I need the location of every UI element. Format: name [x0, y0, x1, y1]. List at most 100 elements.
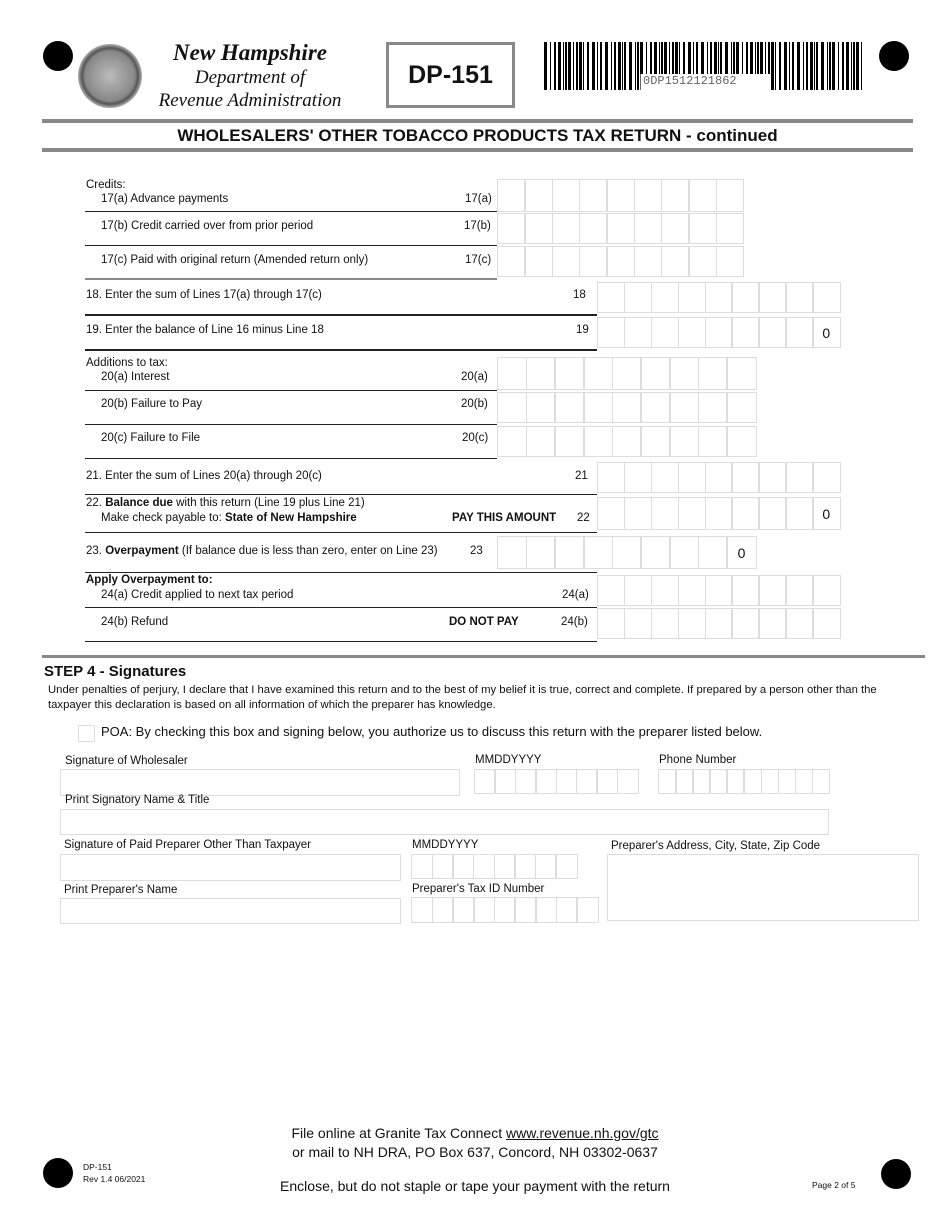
digit-cell[interactable]: [669, 357, 700, 390]
digit-cell[interactable]: [551, 179, 581, 212]
digit-cell[interactable]: [497, 357, 528, 390]
digit-cell[interactable]: [535, 769, 557, 794]
digit-cell[interactable]: [697, 536, 728, 569]
digit-cell[interactable]: [575, 769, 598, 794]
digit-cell[interactable]: 0: [812, 317, 841, 348]
digit-cell[interactable]: [812, 575, 841, 606]
digit-cell[interactable]: [525, 357, 556, 390]
digit-cell[interactable]: [650, 462, 680, 493]
digit-cell[interactable]: [758, 575, 787, 606]
digit-cell[interactable]: [669, 536, 700, 569]
digit-cell[interactable]: [623, 608, 653, 639]
digit-cell[interactable]: [493, 897, 516, 923]
digit-cell[interactable]: [726, 357, 757, 390]
digit-cell[interactable]: [726, 426, 757, 457]
digit-cell[interactable]: [726, 769, 745, 794]
digit-cell[interactable]: [715, 179, 745, 212]
digit-cell[interactable]: [524, 246, 554, 277]
digit-cell[interactable]: [623, 282, 653, 313]
digit-cell[interactable]: [551, 213, 581, 244]
digit-cell[interactable]: [525, 426, 556, 457]
digit-cell[interactable]: [431, 897, 454, 923]
digit-cell[interactable]: [472, 854, 495, 879]
digit-cell[interactable]: [777, 769, 797, 794]
digit-cell[interactable]: [697, 357, 728, 390]
digit-cell[interactable]: [554, 426, 585, 457]
digit-cell[interactable]: [493, 854, 516, 879]
digit-cell[interactable]: [785, 497, 814, 530]
digit-cell[interactable]: [731, 317, 760, 348]
digit-cell[interactable]: [812, 282, 841, 313]
digit-cell[interactable]: [785, 608, 814, 639]
digit-cell[interactable]: [704, 575, 733, 606]
digit-cell[interactable]: [606, 213, 636, 244]
digit-cell[interactable]: [688, 179, 718, 212]
digit-cell[interactable]: [677, 575, 707, 606]
digit-cell[interactable]: [611, 357, 642, 390]
digit-cell[interactable]: [677, 282, 707, 313]
digit-cell[interactable]: [497, 392, 528, 423]
digit-cell[interactable]: [497, 179, 526, 212]
digit-cell[interactable]: [640, 357, 671, 390]
digit-cell[interactable]: [452, 854, 475, 879]
digit-cell[interactable]: [633, 213, 663, 244]
digit-cell[interactable]: [623, 462, 653, 493]
digit-cell[interactable]: [704, 317, 733, 348]
digit-cell[interactable]: [715, 213, 745, 244]
print-preparer-field[interactable]: [60, 898, 401, 924]
digit-cell[interactable]: [524, 213, 554, 244]
digit-cell[interactable]: [411, 854, 434, 879]
digit-cell[interactable]: [583, 357, 614, 390]
digit-cell[interactable]: [715, 246, 745, 277]
digit-cell[interactable]: [760, 769, 780, 794]
tax-id-field[interactable]: [411, 897, 599, 923]
line-18-input[interactable]: [597, 282, 841, 313]
digit-cell[interactable]: [514, 769, 537, 794]
line-20a-input[interactable]: [497, 357, 757, 390]
digit-cell[interactable]: [583, 426, 614, 457]
digit-cell[interactable]: [623, 497, 653, 530]
digit-cell[interactable]: [650, 317, 680, 348]
print-signatory-field[interactable]: [60, 809, 829, 835]
date2-field[interactable]: [411, 854, 578, 879]
line-24a-input[interactable]: [597, 575, 841, 606]
digit-cell[interactable]: [731, 282, 760, 313]
digit-cell[interactable]: [514, 897, 537, 923]
digit-cell[interactable]: [534, 854, 557, 879]
digit-cell[interactable]: [411, 897, 434, 923]
digit-cell[interactable]: [606, 179, 636, 212]
digit-cell[interactable]: [758, 282, 787, 313]
digit-cell[interactable]: [785, 317, 814, 348]
digit-cell[interactable]: [583, 536, 614, 569]
digit-cell[interactable]: [758, 497, 787, 530]
digit-cell[interactable]: [640, 536, 671, 569]
sig-wholesaler-field[interactable]: [60, 769, 460, 796]
digit-cell[interactable]: [555, 897, 578, 923]
digit-cell[interactable]: [551, 246, 581, 277]
digit-cell[interactable]: [812, 462, 841, 493]
digit-cell[interactable]: [473, 897, 496, 923]
digit-cell[interactable]: [731, 575, 760, 606]
digit-cell[interactable]: [497, 213, 526, 244]
digit-cell[interactable]: [660, 213, 690, 244]
digit-cell[interactable]: [623, 575, 653, 606]
digit-cell[interactable]: [660, 246, 690, 277]
digit-cell[interactable]: [555, 769, 578, 794]
digit-cell[interactable]: [704, 282, 733, 313]
digit-cell[interactable]: [474, 769, 496, 794]
digit-cell[interactable]: [497, 246, 526, 277]
digit-cell[interactable]: [785, 462, 814, 493]
digit-cell[interactable]: [640, 426, 671, 457]
digit-cell[interactable]: [606, 246, 636, 277]
digit-cell[interactable]: [650, 575, 680, 606]
line-17a-input[interactable]: [497, 179, 745, 212]
digit-cell[interactable]: [785, 282, 814, 313]
digit-cell[interactable]: [811, 769, 831, 794]
line-21-input[interactable]: [597, 462, 841, 493]
digit-cell[interactable]: [578, 246, 608, 277]
digit-cell[interactable]: [616, 769, 639, 794]
digit-cell[interactable]: [597, 497, 626, 530]
digit-cell[interactable]: [525, 392, 556, 423]
digit-cell[interactable]: [709, 769, 728, 794]
digit-cell[interactable]: [578, 179, 608, 212]
